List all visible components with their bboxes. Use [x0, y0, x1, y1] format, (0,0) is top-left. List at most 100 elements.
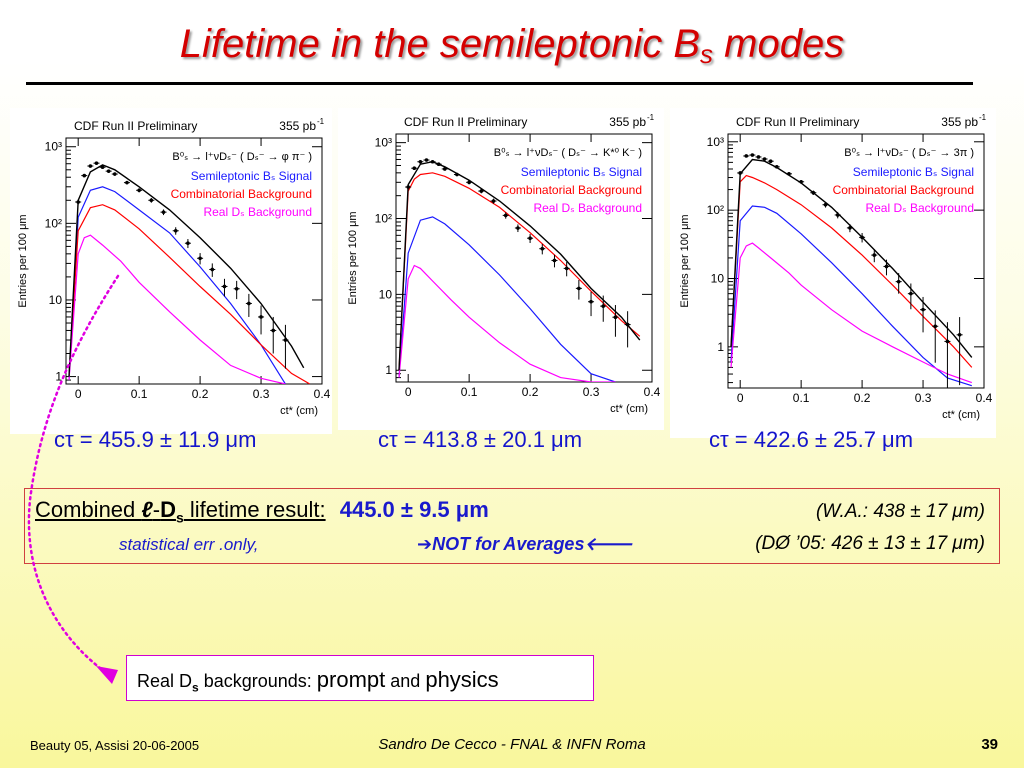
data-point [957, 333, 962, 337]
data-point [412, 166, 417, 171]
legend-entry: Real Dₛ Background [203, 205, 312, 219]
series-line-fit [68, 164, 305, 377]
y-tick-label: 1 [385, 363, 392, 377]
series-line-real-d-background [398, 264, 616, 382]
data-point [872, 253, 877, 257]
y-tick-label: 1 [717, 340, 724, 354]
y-tick-label: 1 [55, 370, 62, 384]
data-point [589, 299, 593, 304]
series-line-fit [398, 160, 641, 371]
series-line-semileptonic-b-signal [730, 205, 972, 387]
data-point [173, 228, 178, 233]
plot-header: CDF Run II Preliminary [74, 119, 197, 133]
data-point [161, 210, 166, 214]
y-tick-label: 10 [49, 293, 63, 307]
data-point [112, 172, 117, 176]
data-point [552, 258, 557, 263]
series-line-real-d-background [68, 234, 286, 384]
data-point [106, 169, 111, 173]
y-axis-label: Entries per 100 μm [347, 211, 359, 304]
data-point [540, 246, 545, 251]
data-point [125, 180, 129, 185]
plot-frame [65, 137, 323, 385]
y-tick-label: 10³ [375, 136, 392, 150]
legend-entry: Semileptonic Bₛ Signal [853, 165, 974, 179]
combined-result-box: Combined ℓ-Ds lifetime result: 445.0 ± 9… [24, 488, 1000, 564]
title-divider [26, 82, 973, 85]
plot-area [730, 153, 973, 388]
data-point [94, 161, 99, 165]
data-point [198, 256, 202, 261]
plot-lumi-exponent: -1 [647, 113, 655, 122]
decay-label: B⁰ₛ → l⁺νDₛ⁻ ( Dₛ⁻ → φ π⁻ ) [172, 151, 312, 163]
plot-lumi-exponent: -1 [317, 117, 325, 126]
data-point [921, 307, 925, 312]
legend-entry: Semileptonic Bₛ Signal [521, 165, 642, 179]
data-point [76, 200, 80, 204]
x-axis-label: ct* (cm) [610, 403, 648, 415]
x-tick-label: 0.2 [192, 387, 209, 401]
x-tick-label: 0.3 [253, 387, 270, 401]
legend-entry: Real Dₛ Background [865, 201, 974, 215]
data-point [744, 154, 749, 158]
data-point [601, 304, 606, 308]
x-axis-label: ct* (cm) [280, 405, 318, 417]
data-point [768, 159, 773, 164]
data-point [945, 339, 950, 344]
lifetime-plot-3pi: CDF Run II Preliminary 355 pb -1 0 0.1 0.2 0.3… [679, 113, 993, 421]
lifetime-plot-kstar-k: CDF Run II Preliminary 355 pb -1 0 0.1 0.2 0.3… [347, 113, 661, 415]
y-axis-label: Entries per 100 μm [679, 214, 691, 307]
data-point [750, 153, 755, 157]
not-for-averages-note: ➔NOT for Averages🡐 [417, 534, 633, 554]
slide-title: Lifetime in the semileptonic Bs modes [179, 22, 845, 69]
world-average: (W.A.: 438 ± 17 μm) [815, 501, 985, 522]
x-tick-label: 0.4 [976, 391, 993, 405]
x-tick-label: 0.2 [522, 385, 539, 399]
y-tick-label: 10³ [707, 135, 724, 149]
data-point [848, 226, 852, 230]
plot-panel-kstar-k: CDF Run II Preliminary 355 pb -1 0 0.1 0.2 0.3… [338, 108, 664, 430]
x-tick-label: 0 [737, 391, 744, 405]
data-point [283, 338, 288, 342]
data-point [424, 158, 429, 162]
plot-lumi-exponent: -1 [979, 113, 987, 122]
plot-panel-phi-pi: CDF Run II Preliminary 355 pb -1 0 0.1 0.2 0.3… [10, 108, 332, 434]
data-point [884, 264, 889, 269]
plot-area [398, 158, 641, 382]
legend-entry: Semileptonic Bₛ Signal [191, 169, 312, 183]
x-tick-label: 0.2 [854, 391, 871, 405]
ctau-result-kstar-k: cτ = 413.8 ± 20.1 μm [378, 427, 583, 452]
footer-author: Sandro De Cecco - FNAL & INFN Roma [378, 736, 646, 753]
plot-header: CDF Run II Preliminary [736, 115, 859, 129]
y-tick-label: 10 [379, 287, 393, 301]
combined-value: 445.0 ± 9.5 μm [339, 497, 489, 522]
data-point [738, 171, 742, 175]
data-point [528, 236, 532, 241]
x-tick-label: 0.4 [314, 387, 331, 401]
ctau-result-phi-pi: cτ = 455.9 ± 11.9 μm [54, 427, 257, 452]
y-tick-label: 10 [711, 271, 725, 285]
data-point [774, 165, 779, 169]
series-line-real-d-background [730, 242, 972, 384]
y-tick-label: 10² [375, 212, 392, 226]
data-point [149, 198, 154, 203]
plot-area [68, 161, 311, 384]
y-tick-label: 10³ [45, 140, 62, 154]
data-point [799, 179, 803, 184]
data-point [613, 315, 618, 320]
x-tick-label: 0.1 [793, 391, 810, 405]
data-point [430, 159, 435, 164]
x-axis-label: ct* (cm) [942, 409, 980, 421]
data-point [247, 301, 251, 306]
plot-lumi: 355 pb [609, 115, 646, 129]
data-point [418, 159, 423, 164]
data-point [787, 172, 791, 176]
data-point [455, 172, 459, 177]
y-tick-label: 10² [707, 203, 724, 217]
data-point [756, 155, 761, 159]
data-point [860, 235, 864, 240]
data-point [210, 267, 215, 272]
data-point [436, 162, 441, 166]
footer-conference: Beauty 05, Assisi 20-06-2005 [30, 738, 200, 753]
x-tick-label: 0.4 [644, 385, 661, 399]
